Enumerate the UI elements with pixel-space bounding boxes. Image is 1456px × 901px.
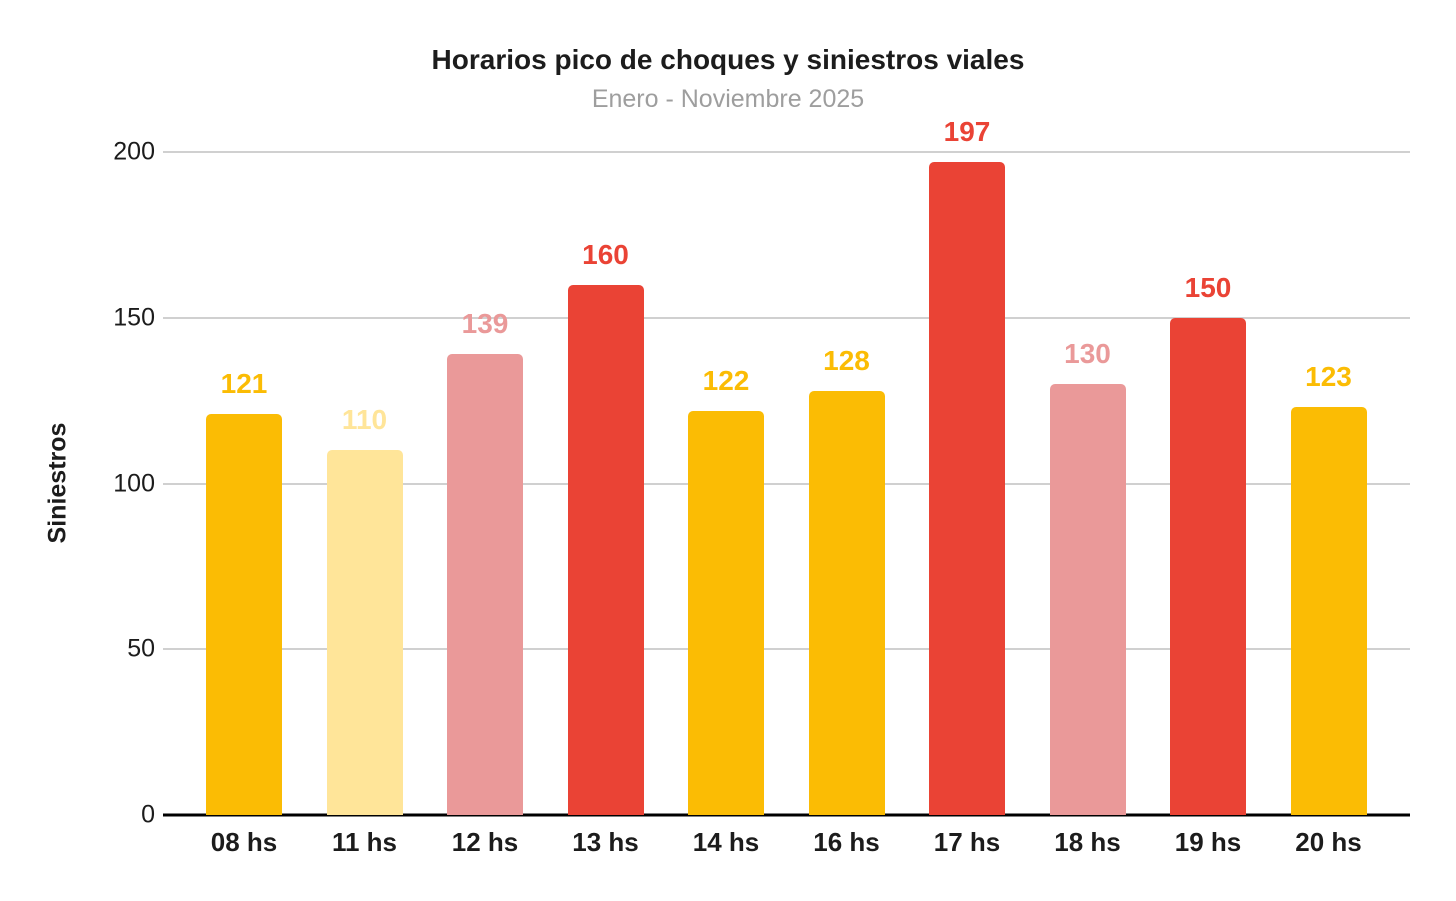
bar-value-label-18-hs: 130 (1064, 338, 1111, 370)
y-gridline-150 (163, 316, 1410, 319)
x-axis-label-08-hs: 08 hs (210, 827, 278, 857)
x-axis-label-18-hs: 18 hs (1054, 827, 1121, 857)
x-axis-label-17-hs: 17 hs (933, 827, 1001, 857)
bar-13-hs (567, 284, 644, 815)
bar-value-label-14-hs: 122 (702, 364, 750, 396)
bar-16-hs (808, 390, 885, 815)
x-axis-label-11-hs: 11 hs (331, 827, 398, 857)
x-axis-label-14-hs: 14 hs (692, 827, 760, 857)
x-axis-label-16-hs: 16 hs (813, 827, 880, 857)
y-gridline-100 (163, 482, 1410, 485)
y-gridline-50 (163, 648, 1410, 651)
bar-value-label-13-hs: 160 (582, 238, 629, 270)
bar-value-label-11-hs: 110 (341, 404, 388, 436)
x-axis-label-12-hs: 12 hs (451, 827, 519, 857)
y-tick-label-200: 200 (113, 137, 155, 166)
bar-19-hs (1170, 317, 1246, 815)
x-axis-label-20-hs: 20 hs (1295, 827, 1362, 857)
x-axis-label-19-hs: 19 hs (1174, 827, 1242, 857)
bar-value-label-17-hs: 197 (943, 115, 991, 147)
x-axis-label-13-hs: 13 hs (572, 827, 639, 857)
chart-title: Horarios pico de choques y siniestros vi… (431, 44, 1025, 75)
bar-value-label-16-hs: 128 (823, 344, 870, 376)
y-tick-label-0: 0 (141, 800, 155, 829)
x-axis-baseline (163, 813, 1410, 817)
bar-value-label-19-hs: 150 (1184, 271, 1232, 303)
bar-12-hs (447, 354, 523, 815)
chart-subtitle: Enero - Noviembre 2025 (591, 85, 865, 113)
y-tick-label-50: 50 (127, 634, 155, 663)
y-gridline-200 (163, 151, 1410, 153)
bar-11-hs (326, 450, 403, 815)
y-tick-label-150: 150 (113, 303, 155, 332)
bar-14-hs (688, 410, 764, 815)
bar-17-hs (929, 161, 1005, 815)
bar-20-hs (1290, 407, 1367, 815)
plot-area: 0 50 100 150 200 121 08 hs 110 11 hs 139 12 hs 160 1… (113, 116, 1410, 857)
bar-value-label-08-hs: 121 (220, 367, 268, 399)
bar-18-hs (1049, 384, 1126, 815)
bar-value-label-12-hs: 139 (461, 308, 509, 340)
y-tick-label-100: 100 (113, 469, 155, 497)
y-axis-title: Siniestros (43, 422, 72, 544)
bar-value-label-20-hs: 123 (1305, 361, 1352, 393)
bar-08-hs (206, 413, 282, 815)
